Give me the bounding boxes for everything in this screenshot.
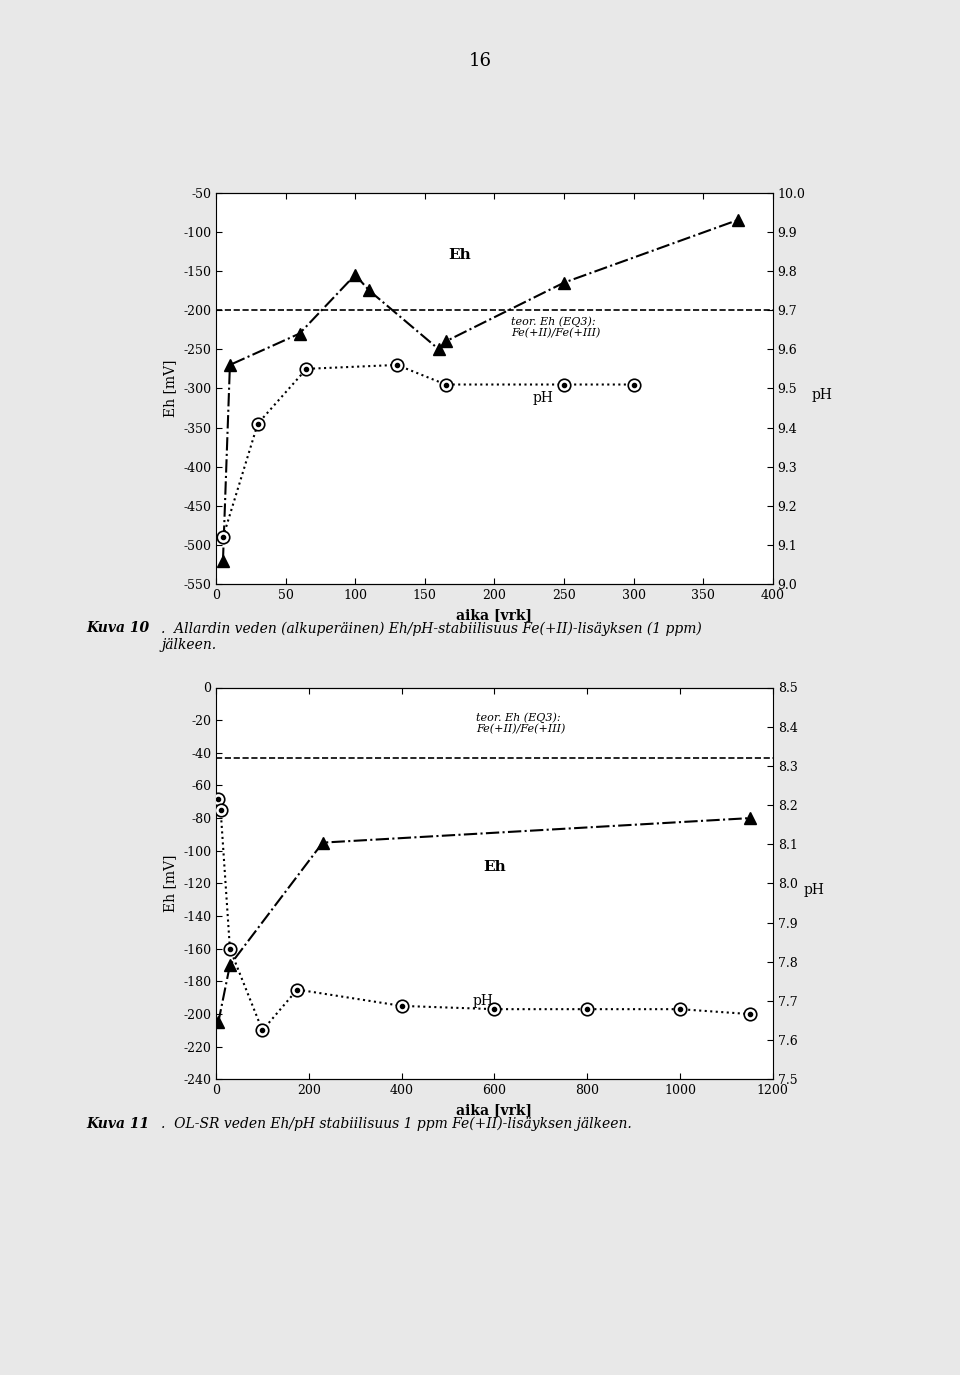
Text: teor. Eh (EQ3):
Fe(+II)/Fe(+III): teor. Eh (EQ3): Fe(+II)/Fe(+III) (511, 316, 600, 338)
Text: 16: 16 (468, 52, 492, 70)
Text: pH: pH (533, 390, 554, 404)
Y-axis label: Eh [mV]: Eh [mV] (163, 855, 178, 912)
Text: Kuva 11: Kuva 11 (86, 1116, 150, 1130)
Text: Eh: Eh (448, 249, 471, 263)
Text: Kuva 10: Kuva 10 (86, 622, 150, 635)
Y-axis label: pH: pH (812, 389, 832, 403)
Y-axis label: Eh [mV]: Eh [mV] (163, 360, 178, 417)
Text: Eh: Eh (483, 861, 506, 874)
X-axis label: aika [vrk]: aika [vrk] (456, 1103, 533, 1116)
Text: teor. Eh (EQ3):
Fe(+II)/Fe(+III): teor. Eh (EQ3): Fe(+II)/Fe(+III) (476, 712, 565, 734)
X-axis label: aika [vrk]: aika [vrk] (456, 608, 533, 622)
Text: pH: pH (472, 994, 493, 1008)
Text: .  OL-SR veden Eh/pH stabiilisuus 1 ppm Fe(+II)-lisäyksen jälkeen.: . OL-SR veden Eh/pH stabiilisuus 1 ppm F… (161, 1116, 632, 1130)
Text: .  Allardin veden (alkuperäinen) Eh/pH-stabiilisuus Fe(+II)-lisäyksen (1 ppm)
jä: . Allardin veden (alkuperäinen) Eh/pH-st… (161, 622, 702, 652)
Y-axis label: pH: pH (804, 884, 825, 898)
